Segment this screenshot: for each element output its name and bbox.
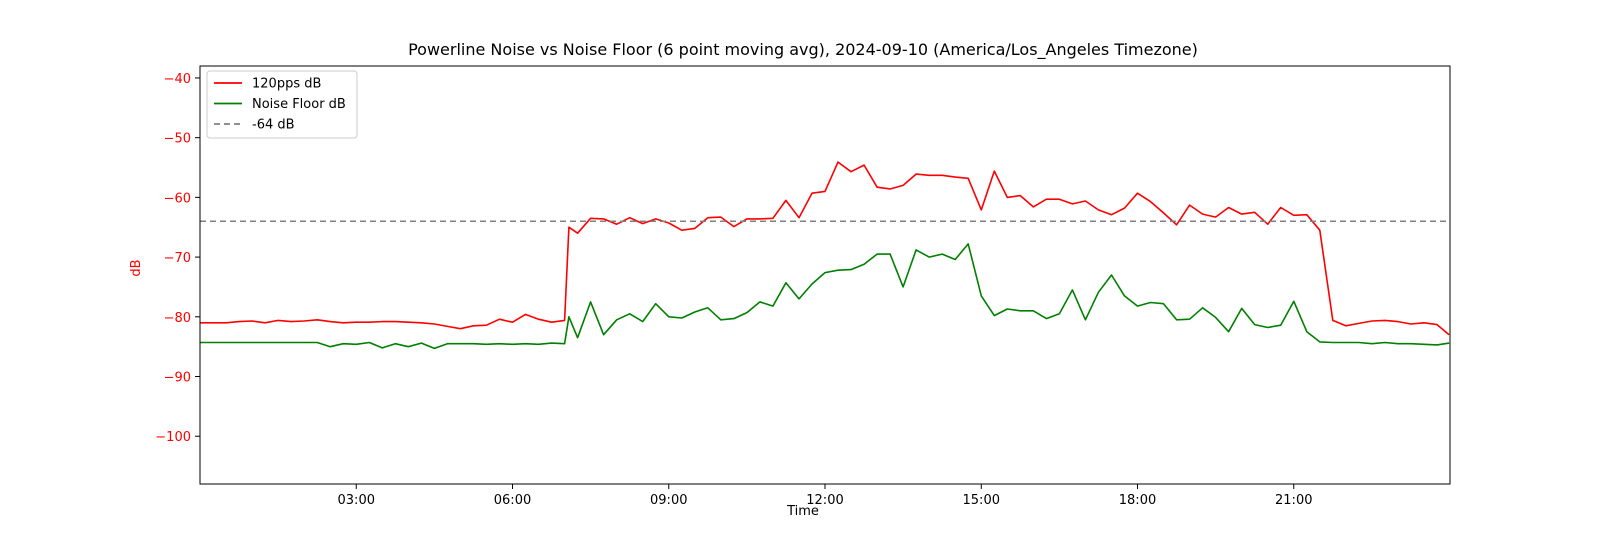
y-tick-label: −70 (164, 251, 191, 266)
legend-label-2: -64 dB (252, 118, 295, 133)
x-axis-label: Time (786, 504, 819, 519)
legend-label-0: 120pps dB (252, 77, 321, 92)
y-tick-label: −100 (155, 430, 191, 445)
x-tick-label: 15:00 (963, 493, 1000, 508)
series-group (200, 161, 1450, 350)
y-tick-label: −90 (164, 371, 191, 386)
legend: 120pps dB Noise Floor dB -64 dB (206, 70, 358, 139)
x-tick-label: 21:00 (1275, 493, 1312, 508)
y-tick-label: −80 (164, 311, 191, 326)
y-tick-label: −40 (164, 72, 191, 87)
plot-area: 03:00 06:00 09:00 12:00 15:00 18:00 21:00 −40 −5… (155, 65, 1451, 508)
x-tick-label: 03:00 (338, 493, 375, 508)
y-axis-label: dB (129, 259, 144, 276)
x-tick-label: 12:00 (806, 493, 843, 508)
series-line-0 (200, 161, 1450, 336)
legend-box (206, 70, 358, 139)
x-tick-label: 18:00 (1119, 493, 1156, 508)
y-tick-label: −50 (164, 132, 191, 147)
y-tick-label: −60 (164, 191, 191, 206)
x-tick-label: 09:00 (650, 493, 687, 508)
legend-label-1: Noise Floor dB (252, 97, 346, 112)
plot-frame (199, 65, 1451, 485)
chart-title: Powerline Noise vs Noise Floor (6 point … (408, 40, 1198, 60)
series-line-1 (200, 243, 1450, 350)
x-tick-label: 06:00 (494, 493, 531, 508)
